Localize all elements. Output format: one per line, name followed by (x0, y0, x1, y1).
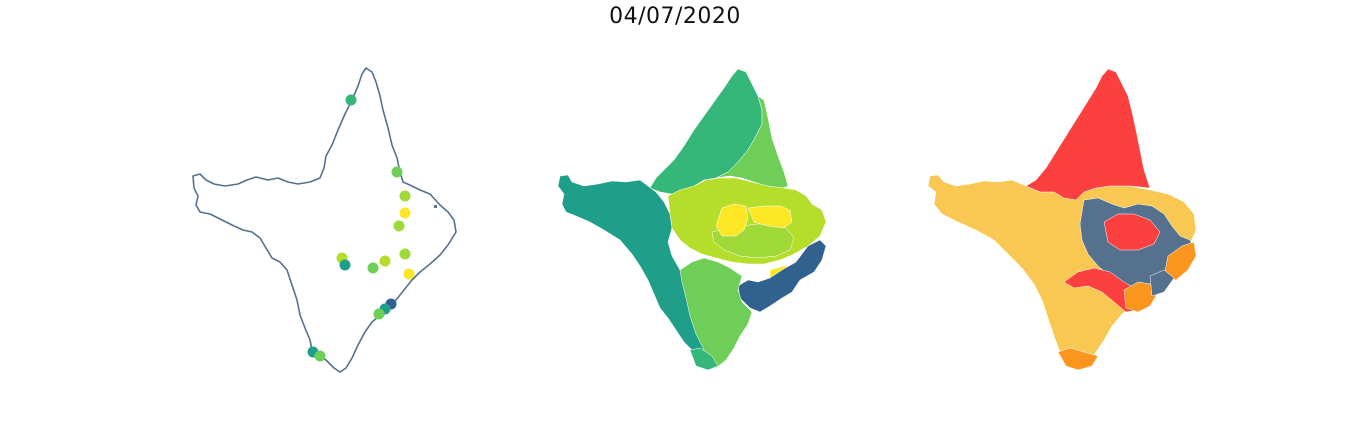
region-southwest-teal (689, 347, 719, 371)
station-point (339, 259, 351, 271)
station-point (314, 350, 326, 362)
station-point (379, 255, 391, 267)
region-east-blue (737, 239, 827, 313)
figure-title: 04/07/2020 (609, 4, 741, 29)
station-point (399, 190, 411, 202)
region-inner-red (1103, 213, 1161, 251)
station-point (367, 262, 379, 274)
region-south-green (679, 257, 753, 369)
station-point (403, 268, 415, 280)
region-north-red (1025, 68, 1151, 201)
region-northeast-lightgreen (715, 95, 789, 191)
region-yellow-block (715, 203, 749, 237)
island-mark (434, 205, 437, 208)
station-point (391, 166, 403, 178)
region-south-orange (1057, 347, 1099, 371)
region-yellow-block (747, 205, 793, 229)
region-outline (192, 67, 457, 373)
station-points (307, 94, 415, 362)
station-point (393, 220, 405, 232)
station-point (345, 94, 357, 106)
region-east-orange (1123, 281, 1157, 313)
station-point (373, 308, 385, 320)
station-point (399, 207, 411, 219)
station-point (399, 248, 411, 260)
region-east-slate (1149, 269, 1175, 297)
